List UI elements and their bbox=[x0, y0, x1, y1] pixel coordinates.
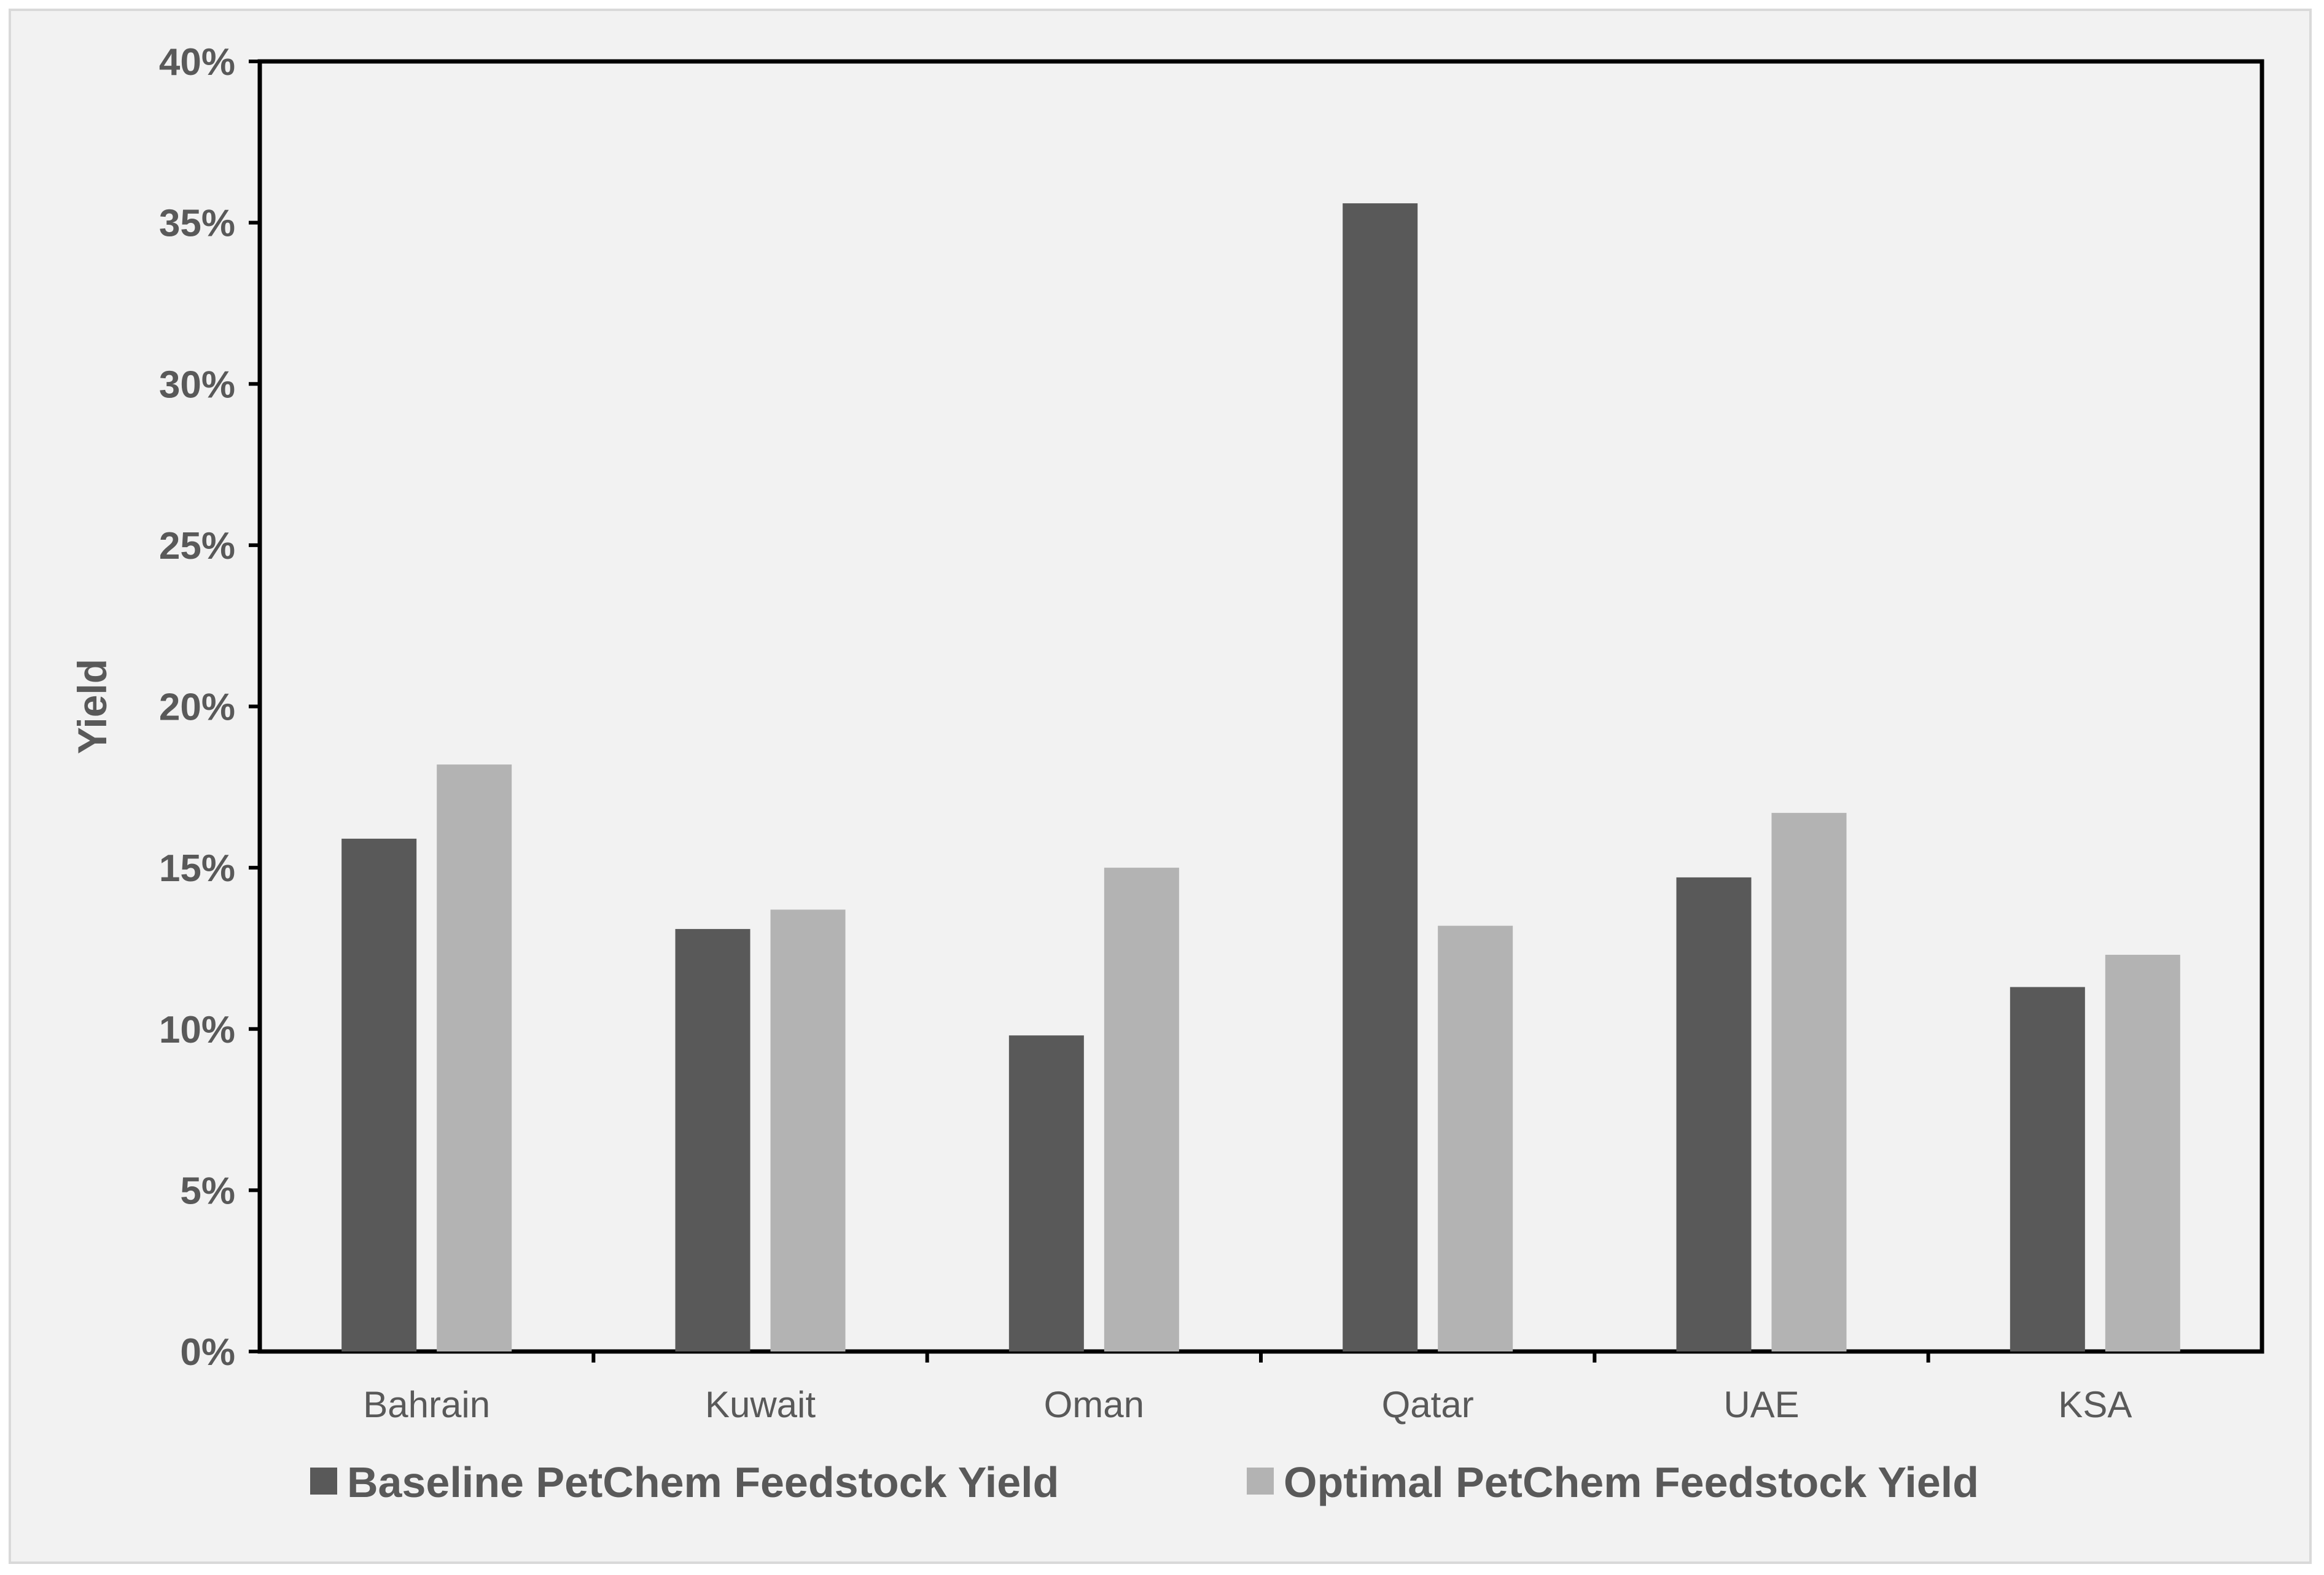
x-tick-label: Bahrain bbox=[363, 1384, 490, 1425]
bar-chart: 0% 5% 10% 15% 20% 25% 30% 35% 40% Bahrain Kuwait Om… bbox=[69, 41, 2264, 1506]
plot-area: 0% 5% 10% 15% 20% 25% 30% 35% 40% Bahrain Kuwait Om… bbox=[159, 41, 2264, 1425]
y-tick-label: 20% bbox=[159, 686, 235, 729]
bar-ksa-series-1 bbox=[2010, 987, 2085, 1351]
bar-uae-series-1 bbox=[1676, 877, 1752, 1351]
y-tick-label: 0% bbox=[180, 1331, 235, 1374]
bar-oman-series-2 bbox=[1104, 868, 1179, 1351]
bar-uae-series-2 bbox=[1771, 812, 1847, 1351]
y-tick-label: 25% bbox=[159, 525, 235, 567]
x-tick-label: KSA bbox=[2058, 1384, 2132, 1425]
plot-border bbox=[257, 59, 2264, 1354]
bar-qatar-series-2 bbox=[1438, 925, 1513, 1351]
bar-kuwait-series-1 bbox=[675, 928, 751, 1351]
chart-frame: 0% 5% 10% 15% 20% 25% 30% 35% 40% Bahrain Kuwait Om… bbox=[9, 9, 2312, 1564]
legend-swatch-series-1 bbox=[310, 1468, 337, 1495]
legend-label-series-2: Optimal PetChem Feedstock Yield bbox=[1284, 1458, 1979, 1506]
legend: Baseline PetChem Feedstock Yield Optimal … bbox=[310, 1458, 1979, 1506]
bar-oman-series-1 bbox=[1008, 1035, 1084, 1351]
y-tick-label: 15% bbox=[159, 847, 235, 890]
x-tick-label: Qatar bbox=[1382, 1384, 1474, 1425]
x-tick-label: UAE bbox=[1723, 1384, 1799, 1425]
y-tick-label: 40% bbox=[159, 41, 235, 84]
legend-swatch-series-2 bbox=[1247, 1468, 1274, 1495]
y-tick-label: 30% bbox=[159, 364, 235, 406]
bar-bahrain-series-1 bbox=[341, 838, 417, 1351]
y-tick-label: 10% bbox=[159, 1009, 235, 1051]
y-tick-label: 5% bbox=[180, 1170, 235, 1212]
bar-bahrain-series-2 bbox=[437, 764, 512, 1351]
bar-kuwait-series-2 bbox=[770, 909, 846, 1351]
y-tick-label: 35% bbox=[159, 203, 235, 245]
bar-qatar-series-1 bbox=[1343, 203, 1418, 1351]
bar-ksa-series-2 bbox=[2105, 954, 2180, 1351]
x-tick-label: Oman bbox=[1044, 1384, 1144, 1425]
y-axis-title: Yield bbox=[69, 659, 115, 754]
x-tick-label: Kuwait bbox=[705, 1384, 816, 1425]
legend-label-series-1: Baseline PetChem Feedstock Yield bbox=[347, 1458, 1059, 1506]
